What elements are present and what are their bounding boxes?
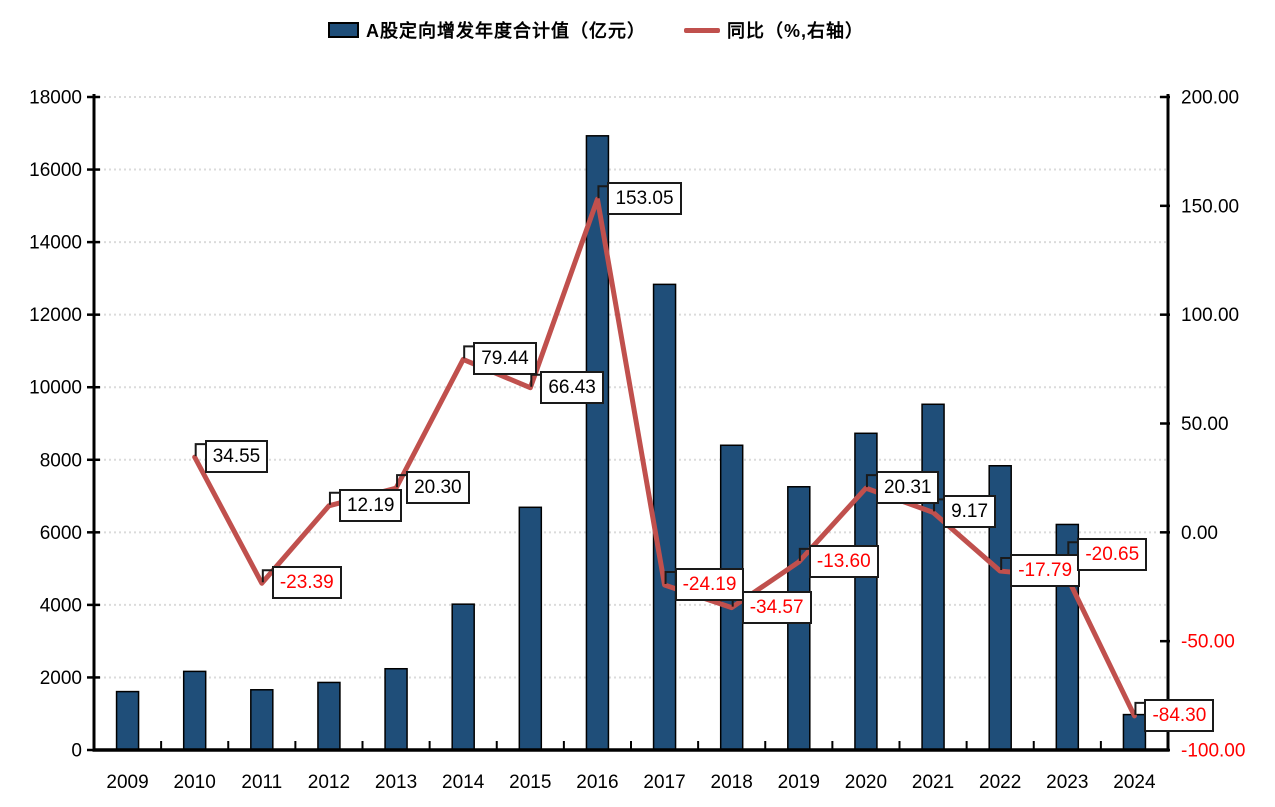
x-axis-label-2017: 2017 [643,772,685,793]
right-axis-tick-label: 150.00 [1181,196,1239,217]
left-axis-tick-label: 0 [71,741,82,762]
legend-item-bar-series: A股定向增发年度合计值（亿元） [328,17,646,43]
line-series-swatch-icon [684,27,720,33]
label-leader-line [1134,701,1146,715]
label-leader-line [664,570,676,584]
left-axis-tick-label: 2000 [40,668,82,689]
left-axis-tick-label: 4000 [40,595,82,616]
left-axis-tick-label: 8000 [40,450,82,471]
left-axis-tick-label: 14000 [29,233,82,254]
line-series-label: 同比（%,右轴） [727,21,865,41]
x-axis-label-2018: 2018 [711,772,753,793]
left-axis-tick-label: 6000 [40,523,82,544]
bar-2014 [451,603,475,751]
bar-2022 [988,465,1012,751]
right-axis-tick-label: 100.00 [1181,305,1239,326]
bar-2011 [250,689,274,751]
bar-2021 [921,403,945,751]
x-axis-label-2010: 2010 [174,772,216,793]
right-axis-tick-label: 0.00 [1181,523,1218,544]
bar-2012 [317,681,341,751]
x-axis-label-2016: 2016 [576,772,618,793]
left-axis-tick-label: 18000 [29,88,82,109]
bar-2017 [652,283,677,751]
bar-2010 [182,670,207,751]
bar-2009 [115,690,140,751]
left-axis-tick-label: 10000 [29,378,82,399]
x-axis-label-2009: 2009 [106,772,148,793]
bar-series-swatch-icon [328,22,359,38]
label-leader-line [798,547,810,561]
right-axis-tick-label: 50.00 [1181,414,1229,435]
legend: A股定向增发年度合计值（亿元） 同比（%,右轴） [328,17,864,43]
x-axis-label-2014: 2014 [442,772,485,793]
x-axis-label-2012: 2012 [308,772,350,793]
label-leader-line [396,474,408,488]
bar-2024 [1122,713,1147,751]
right-axis-tick-label: 200.00 [1181,88,1239,109]
label-leader-line [261,569,273,583]
label-leader-line [865,474,877,488]
bar-2015 [518,506,543,751]
x-axis-label-2011: 2011 [241,772,282,793]
x-axis-label-2021: 2021 [912,772,954,793]
x-axis-label-2019: 2019 [778,772,820,793]
x-axis-label-2013: 2013 [375,772,417,793]
x-axis-label-2020: 2020 [845,772,887,793]
label-leader-line [194,443,206,457]
label-leader-line [1000,557,1012,571]
x-axis-label-2024: 2024 [1113,772,1156,793]
x-axis-label-2022: 2022 [979,772,1021,793]
bar-2013 [384,667,408,751]
left-axis-tick-label: 16000 [29,160,82,181]
x-axis-label-2015: 2015 [509,772,551,793]
right-axis-tick-label: -100.00 [1181,741,1245,762]
label-leader-line [597,185,609,199]
right-axis-tick-label: -50.00 [1181,632,1235,653]
label-leader-line [328,491,340,505]
left-axis-tick-label: 12000 [29,305,82,326]
bar-series-label: A股定向增发年度合计值（亿元） [366,21,646,41]
legend-item-line-series: 同比（%,右轴） [684,17,864,43]
label-leader-line [463,345,475,359]
bar-2019 [787,486,811,751]
x-axis-label-2023: 2023 [1046,772,1088,793]
